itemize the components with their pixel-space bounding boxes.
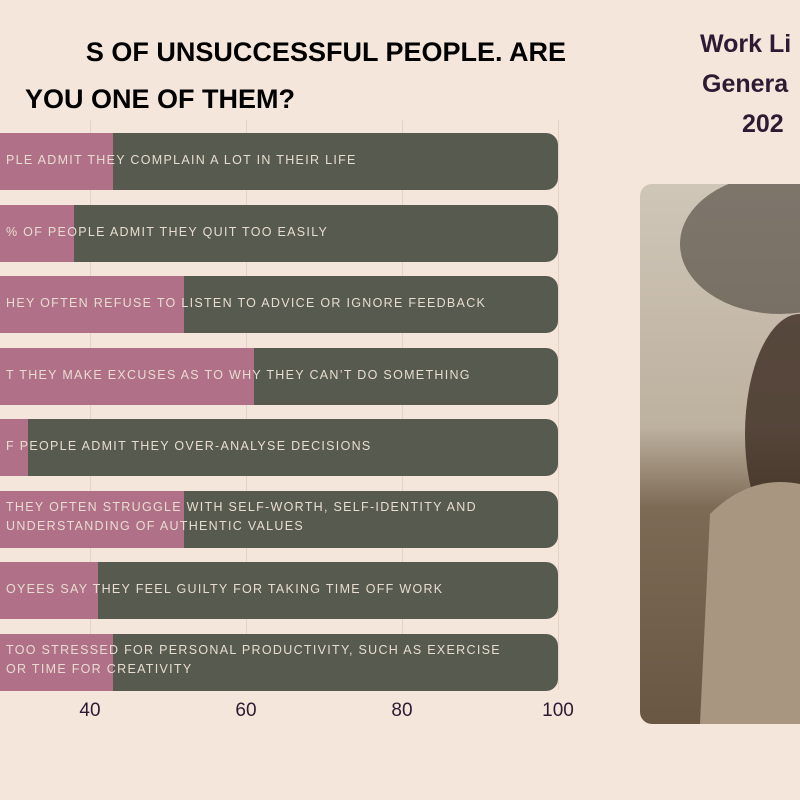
bar-label: UNDERSTANDING OF AUTHENTIC VALUES <box>6 518 305 533</box>
side-title-line3: 202 <box>742 110 784 138</box>
bar-remainder <box>0 419 558 476</box>
bar-label: HEY OFTEN REFUSE TO LISTEN TO ADVICE OR … <box>6 296 487 310</box>
bar-label: THEY OFTEN STRUGGLE WITH SELF-WORTH, SEL… <box>6 499 477 514</box>
chart-title-line2: YOU ONE OF THEM? <box>25 84 295 114</box>
bar-value <box>0 419 28 476</box>
bar-label: OR TIME FOR CREATIVITY <box>6 661 193 676</box>
bar-value <box>0 204 75 262</box>
x-tick-label: 80 <box>391 700 413 721</box>
gridline <box>558 120 559 690</box>
side-title-line2: Genera <box>702 70 789 98</box>
bar-value <box>0 562 98 619</box>
gridline <box>90 120 91 690</box>
bar-value <box>0 490 184 548</box>
bar-value <box>0 347 254 405</box>
x-tick-label: 100 <box>542 700 574 721</box>
gridline <box>246 120 247 690</box>
bar-label: F PEOPLE ADMIT THEY OVER-ANALYSE DECISIO… <box>6 439 372 453</box>
photo-illustration <box>680 184 800 724</box>
bar-label: T THEY MAKE EXCUSES AS TO WHY THEY CAN’T… <box>6 367 471 382</box>
x-tick-label: 40 <box>79 700 101 721</box>
side-title-line1: Work Li <box>700 30 792 58</box>
gridline <box>402 120 403 690</box>
bar-value <box>0 633 114 691</box>
bar-label: OYEES SAY THEY FEEL GUILTY FOR TAKING TI… <box>6 582 444 596</box>
woman-portrait-photo <box>640 184 800 724</box>
bar-value <box>0 133 114 190</box>
x-tick-label: 60 <box>235 700 257 721</box>
bar-value <box>0 276 184 333</box>
chart-title-line1: S OF UNSUCCESSFUL PEOPLE. ARE <box>85 37 566 67</box>
bar-label: PLE ADMIT THEY COMPLAIN A LOT IN THEIR L… <box>6 153 357 167</box>
bar-label: % OF PEOPLE ADMIT THEY QUIT TOO EASILY <box>6 224 329 239</box>
bar-remainder <box>0 204 558 262</box>
bar-label: TOO STRESSED FOR PERSONAL PRODUCTIVITY, … <box>6 642 501 657</box>
